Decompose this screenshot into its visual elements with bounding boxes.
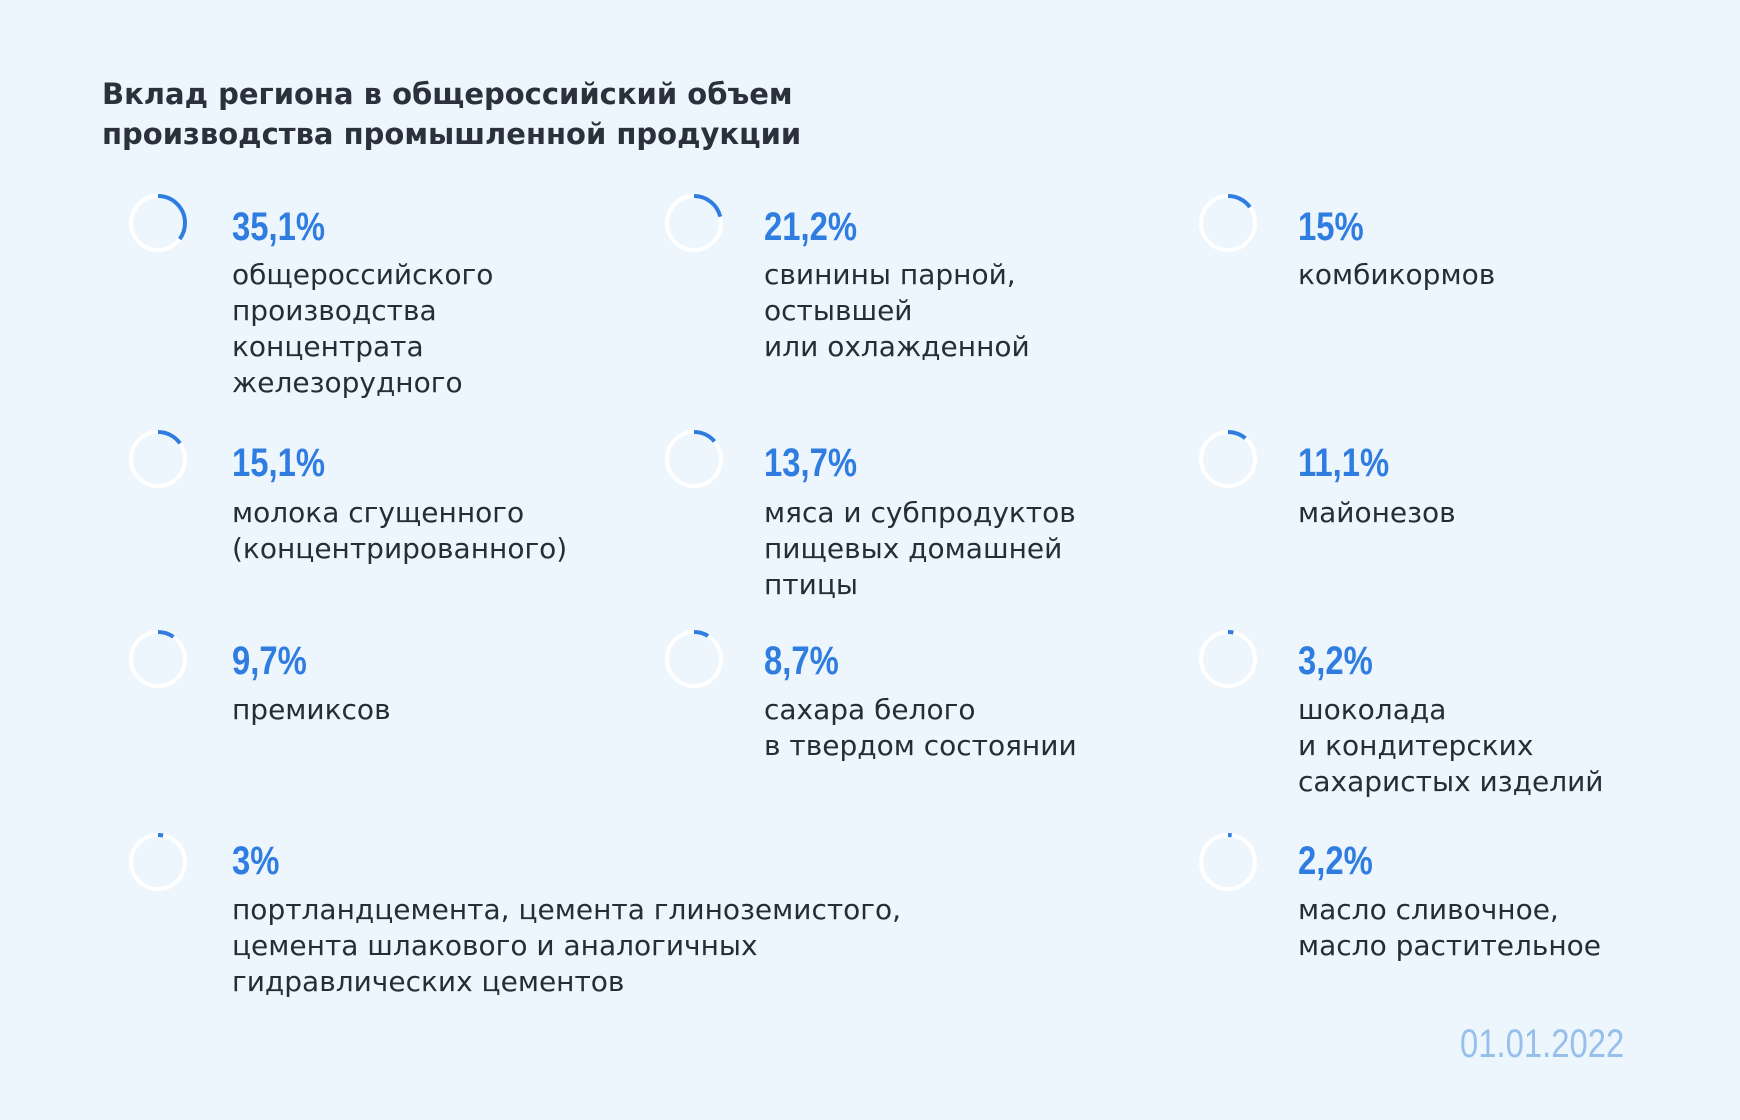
stat-label-line: сахара белого [764, 693, 976, 726]
stat-value: 11,1% [1298, 441, 1390, 485]
ring-value-arc [129, 194, 187, 252]
progress-ring-10 [1199, 833, 1257, 891]
stat-label: премиксов [232, 692, 391, 728]
stat-value: 13,7% [764, 441, 858, 485]
stat-label-line: (концентрированного) [232, 532, 568, 565]
stat-label: свинины парной, остывшей или охлажденной [764, 257, 1030, 365]
stat-label: мяса и субпродуктов пищевых домашней птицы [764, 495, 1076, 603]
progress-ring-2 [1199, 194, 1257, 252]
stat-label-line: или охлажденной [764, 330, 1030, 363]
stat-value: 9,7% [232, 639, 307, 683]
stat-label: портландцемента, цемента глиноземистого,… [232, 892, 901, 1000]
stat-label-line: общероссийского [232, 258, 494, 291]
stat-label-line: свинины парной, [764, 258, 1016, 291]
ring-track [1199, 630, 1257, 688]
page-title: Вклад региона в общероссийский объем про… [102, 74, 801, 154]
stat-label-line: мяса и субпродуктов [764, 496, 1076, 529]
stat-label-line: производства [232, 294, 437, 327]
stat-label: молока сгущенного (концентрированного) [232, 495, 567, 567]
stat-value: 3,2% [1298, 639, 1373, 683]
ring-track [1199, 430, 1257, 488]
progress-ring-1 [665, 194, 723, 252]
stat-label-line: масло сливочное, [1298, 893, 1559, 926]
ring-value-arc [129, 430, 187, 488]
stat-label-line: цемента шлакового и аналогичных [232, 929, 758, 962]
stat-label: масло сливочное, масло растительное [1298, 892, 1601, 964]
stat-label: сахара белого в твердом состоянии [764, 692, 1077, 764]
stat-label-line: остывшей [764, 294, 913, 327]
stat-label-line: майонезов [1298, 496, 1456, 529]
ring-value-arc [1199, 833, 1257, 891]
stat-value: 8,7% [764, 639, 839, 683]
stat-label-line: железорудного [232, 366, 463, 399]
stat-label-line: премиксов [232, 693, 391, 726]
ring-value-arc [1199, 630, 1257, 688]
stat-label-line: и кондитерских [1298, 729, 1534, 762]
stat-label: общероссийского производства концентрата же… [232, 257, 493, 401]
ring-track [129, 833, 187, 891]
stat-label-line: в твердом состоянии [764, 729, 1077, 762]
stat-label-line: комбикормов [1298, 258, 1496, 291]
progress-ring-8 [1199, 630, 1257, 688]
stat-label-line: сахаристых изделий [1298, 765, 1604, 798]
ring-value-arc [129, 630, 187, 688]
stat-label-line: пищевых домашней [764, 532, 1063, 565]
progress-ring-0 [129, 194, 187, 252]
title-line-1: Вклад региона в общероссийский объем [102, 77, 793, 111]
progress-ring-6 [129, 630, 187, 688]
stat-label: шоколада и кондитерских сахаристых изделий [1298, 692, 1604, 800]
ring-track [1199, 833, 1257, 891]
ring-value-arc [129, 833, 187, 891]
ring-value-arc [665, 194, 723, 252]
title-line-2: производства промышленной продукции [102, 117, 802, 151]
progress-ring-4 [665, 430, 723, 488]
stat-label-line: гидравлических цементов [232, 965, 625, 998]
ring-value-arc [1199, 430, 1257, 488]
stat-value: 15,1% [232, 441, 326, 485]
stat-label-line: птицы [764, 568, 858, 601]
ring-value-arc [1199, 194, 1257, 252]
stat-label: комбикормов [1298, 257, 1495, 293]
report-date: 01.01.2022 [1459, 1022, 1624, 1066]
stat-value: 15% [1298, 205, 1364, 249]
stat-value: 2,2% [1298, 839, 1373, 883]
stat-label: майонезов [1298, 495, 1456, 531]
stat-label-line: портландцемента, цемента глиноземистого, [232, 893, 902, 926]
stat-label-line: шоколада [1298, 693, 1447, 726]
ring-value-arc [665, 630, 723, 688]
stat-label-line: масло растительное [1298, 929, 1602, 962]
stat-value: 3% [232, 839, 280, 883]
progress-ring-5 [1199, 430, 1257, 488]
ring-value-arc [665, 430, 723, 488]
progress-ring-7 [665, 630, 723, 688]
ring-track [665, 630, 723, 688]
ring-track [129, 630, 187, 688]
stat-label-line: концентрата [232, 330, 424, 363]
stat-label-line: молока сгущенного [232, 496, 525, 529]
stat-value: 21,2% [764, 205, 858, 249]
progress-ring-9 [129, 833, 187, 891]
stat-value: 35,1% [232, 205, 326, 249]
progress-ring-3 [129, 430, 187, 488]
